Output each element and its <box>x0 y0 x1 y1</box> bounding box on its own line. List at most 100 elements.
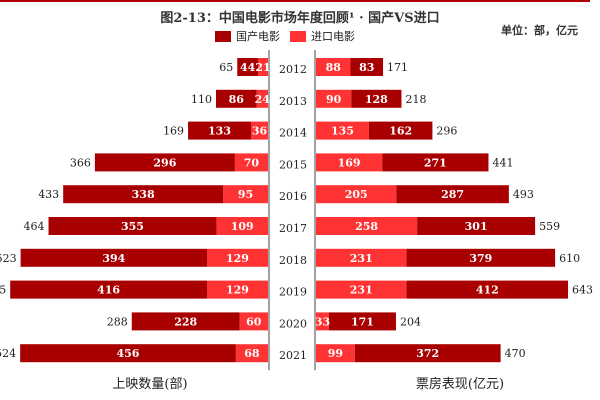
bar-left-domestic <box>63 185 224 204</box>
bar-right-domestic <box>382 153 489 172</box>
bar-left-import <box>206 248 268 267</box>
data-label-right-import: 231 <box>350 252 373 265</box>
legend-label-import: 进口电影 <box>311 30 355 43</box>
data-label-left-domestic: 416 <box>97 284 120 297</box>
bar-right-domestic <box>354 344 501 363</box>
data-label-right-domestic: 301 <box>465 220 488 233</box>
bar-left-domestic <box>20 344 236 363</box>
data-label-right-import: 88 <box>326 61 342 74</box>
data-label-left-domestic: 133 <box>208 125 231 138</box>
bar-right-domestic <box>396 185 509 204</box>
data-label-right-import: 135 <box>331 125 354 138</box>
bar-left-import <box>235 344 268 363</box>
total-label-left: 464 <box>24 220 45 233</box>
data-label-right-domestic: 271 <box>424 156 447 169</box>
total-label-left: 169 <box>163 125 184 138</box>
bar-left-domestic <box>237 58 259 76</box>
bar-right-import <box>316 89 352 108</box>
data-label-right-import: 258 <box>355 220 378 233</box>
left-axis-label: 上映数量(部) <box>112 377 188 392</box>
bar-left-import <box>258 58 268 76</box>
bar-right-import <box>316 217 418 235</box>
bar-right-import <box>316 344 355 363</box>
total-label-left: 366 <box>70 156 91 169</box>
bar-left-domestic <box>20 248 207 267</box>
total-label-left: 65 <box>219 61 233 74</box>
total-label-left: 288 <box>107 315 128 328</box>
year-label: 2020 <box>279 317 307 330</box>
data-label-left-import: 70 <box>244 156 260 169</box>
total-label-left: 545 <box>0 284 6 297</box>
total-label-right: 643 <box>572 284 593 297</box>
total-label-right: 171 <box>387 61 408 74</box>
bar-right-import <box>316 153 383 172</box>
total-label-right: 441 <box>492 156 513 169</box>
total-label-right: 204 <box>400 315 421 328</box>
year-label: 2016 <box>279 190 307 203</box>
bar-right-domestic <box>351 89 402 108</box>
chart-title: 图2-13：中国电影市场年度回顾¹ · 国产VS进口 <box>160 11 440 26</box>
data-label-right-import: 99 <box>328 347 343 360</box>
bar-left-domestic <box>94 153 235 172</box>
total-label-left: 110 <box>191 93 212 106</box>
data-label-left-import: 68 <box>244 347 260 360</box>
data-label-left-import: 36 <box>252 125 268 138</box>
data-label-left-import: 60 <box>246 315 262 328</box>
total-label-right: 296 <box>436 125 457 138</box>
year-label: 2018 <box>279 254 307 267</box>
year-label: 2012 <box>279 63 307 76</box>
data-label-left-domestic: 456 <box>117 347 140 360</box>
data-label-right-domestic: 287 <box>441 188 464 201</box>
bar-left-domestic <box>48 217 217 235</box>
right-axis-label: 票房表现(亿元) <box>415 377 505 392</box>
bar-left-import <box>206 280 268 299</box>
bar-right-import <box>316 248 407 267</box>
data-label-left-domestic: 394 <box>102 252 125 265</box>
bar-right-domestic <box>328 312 396 331</box>
data-label-right-domestic: 412 <box>476 284 499 297</box>
data-label-right-import: 169 <box>338 156 361 169</box>
legend: 国产电影 进口电影 <box>215 28 355 44</box>
data-label-left-import: 129 <box>226 252 249 265</box>
total-label-left: 433 <box>38 188 59 201</box>
total-label-right: 493 <box>513 188 534 201</box>
legend-swatch-domestic <box>215 30 231 42</box>
bar-left-import <box>223 185 268 204</box>
legend-item-import: 进口电影 <box>290 28 355 44</box>
data-label-left-import: 21 <box>255 61 270 74</box>
total-label-right: 218 <box>405 93 426 106</box>
bar-right-domestic <box>406 280 569 299</box>
top-rule <box>0 0 590 2</box>
total-label-left: 523 <box>0 252 17 265</box>
data-label-right-import: 231 <box>350 284 373 297</box>
year-label: 2013 <box>279 95 307 108</box>
bar-right-domestic <box>368 121 433 140</box>
data-label-right-domestic: 128 <box>365 93 388 106</box>
total-label-left: 524 <box>0 347 16 360</box>
data-label-right-domestic: 379 <box>469 252 492 265</box>
data-label-left-domestic: 228 <box>174 315 197 328</box>
bar-left-domestic <box>215 89 257 108</box>
data-label-right-domestic: 372 <box>416 347 439 360</box>
year-label: 2017 <box>279 222 307 235</box>
data-label-left-domestic: 86 <box>229 93 245 106</box>
bar-left-import <box>256 89 268 108</box>
data-label-left-domestic: 338 <box>132 188 155 201</box>
bar-right-import <box>316 121 369 140</box>
data-label-left-import: 109 <box>231 220 254 233</box>
bar-left-domestic <box>131 312 240 331</box>
data-label-right-import: 205 <box>345 188 368 201</box>
data-label-right-import: 33 <box>315 315 330 328</box>
data-label-right-domestic: 162 <box>389 125 412 138</box>
bar-right-import <box>316 58 351 76</box>
legend-item-domestic: 国产电影 <box>215 28 280 44</box>
data-label-left-domestic: 44 <box>240 61 256 74</box>
total-label-right: 610 <box>559 252 580 265</box>
data-label-left-domestic: 355 <box>121 220 144 233</box>
bar-left-import <box>239 312 268 331</box>
data-label-left-domestic: 296 <box>153 156 176 169</box>
total-label-right: 470 <box>505 347 526 360</box>
data-label-left-import: 95 <box>238 188 253 201</box>
data-label-right-import: 90 <box>326 93 342 106</box>
